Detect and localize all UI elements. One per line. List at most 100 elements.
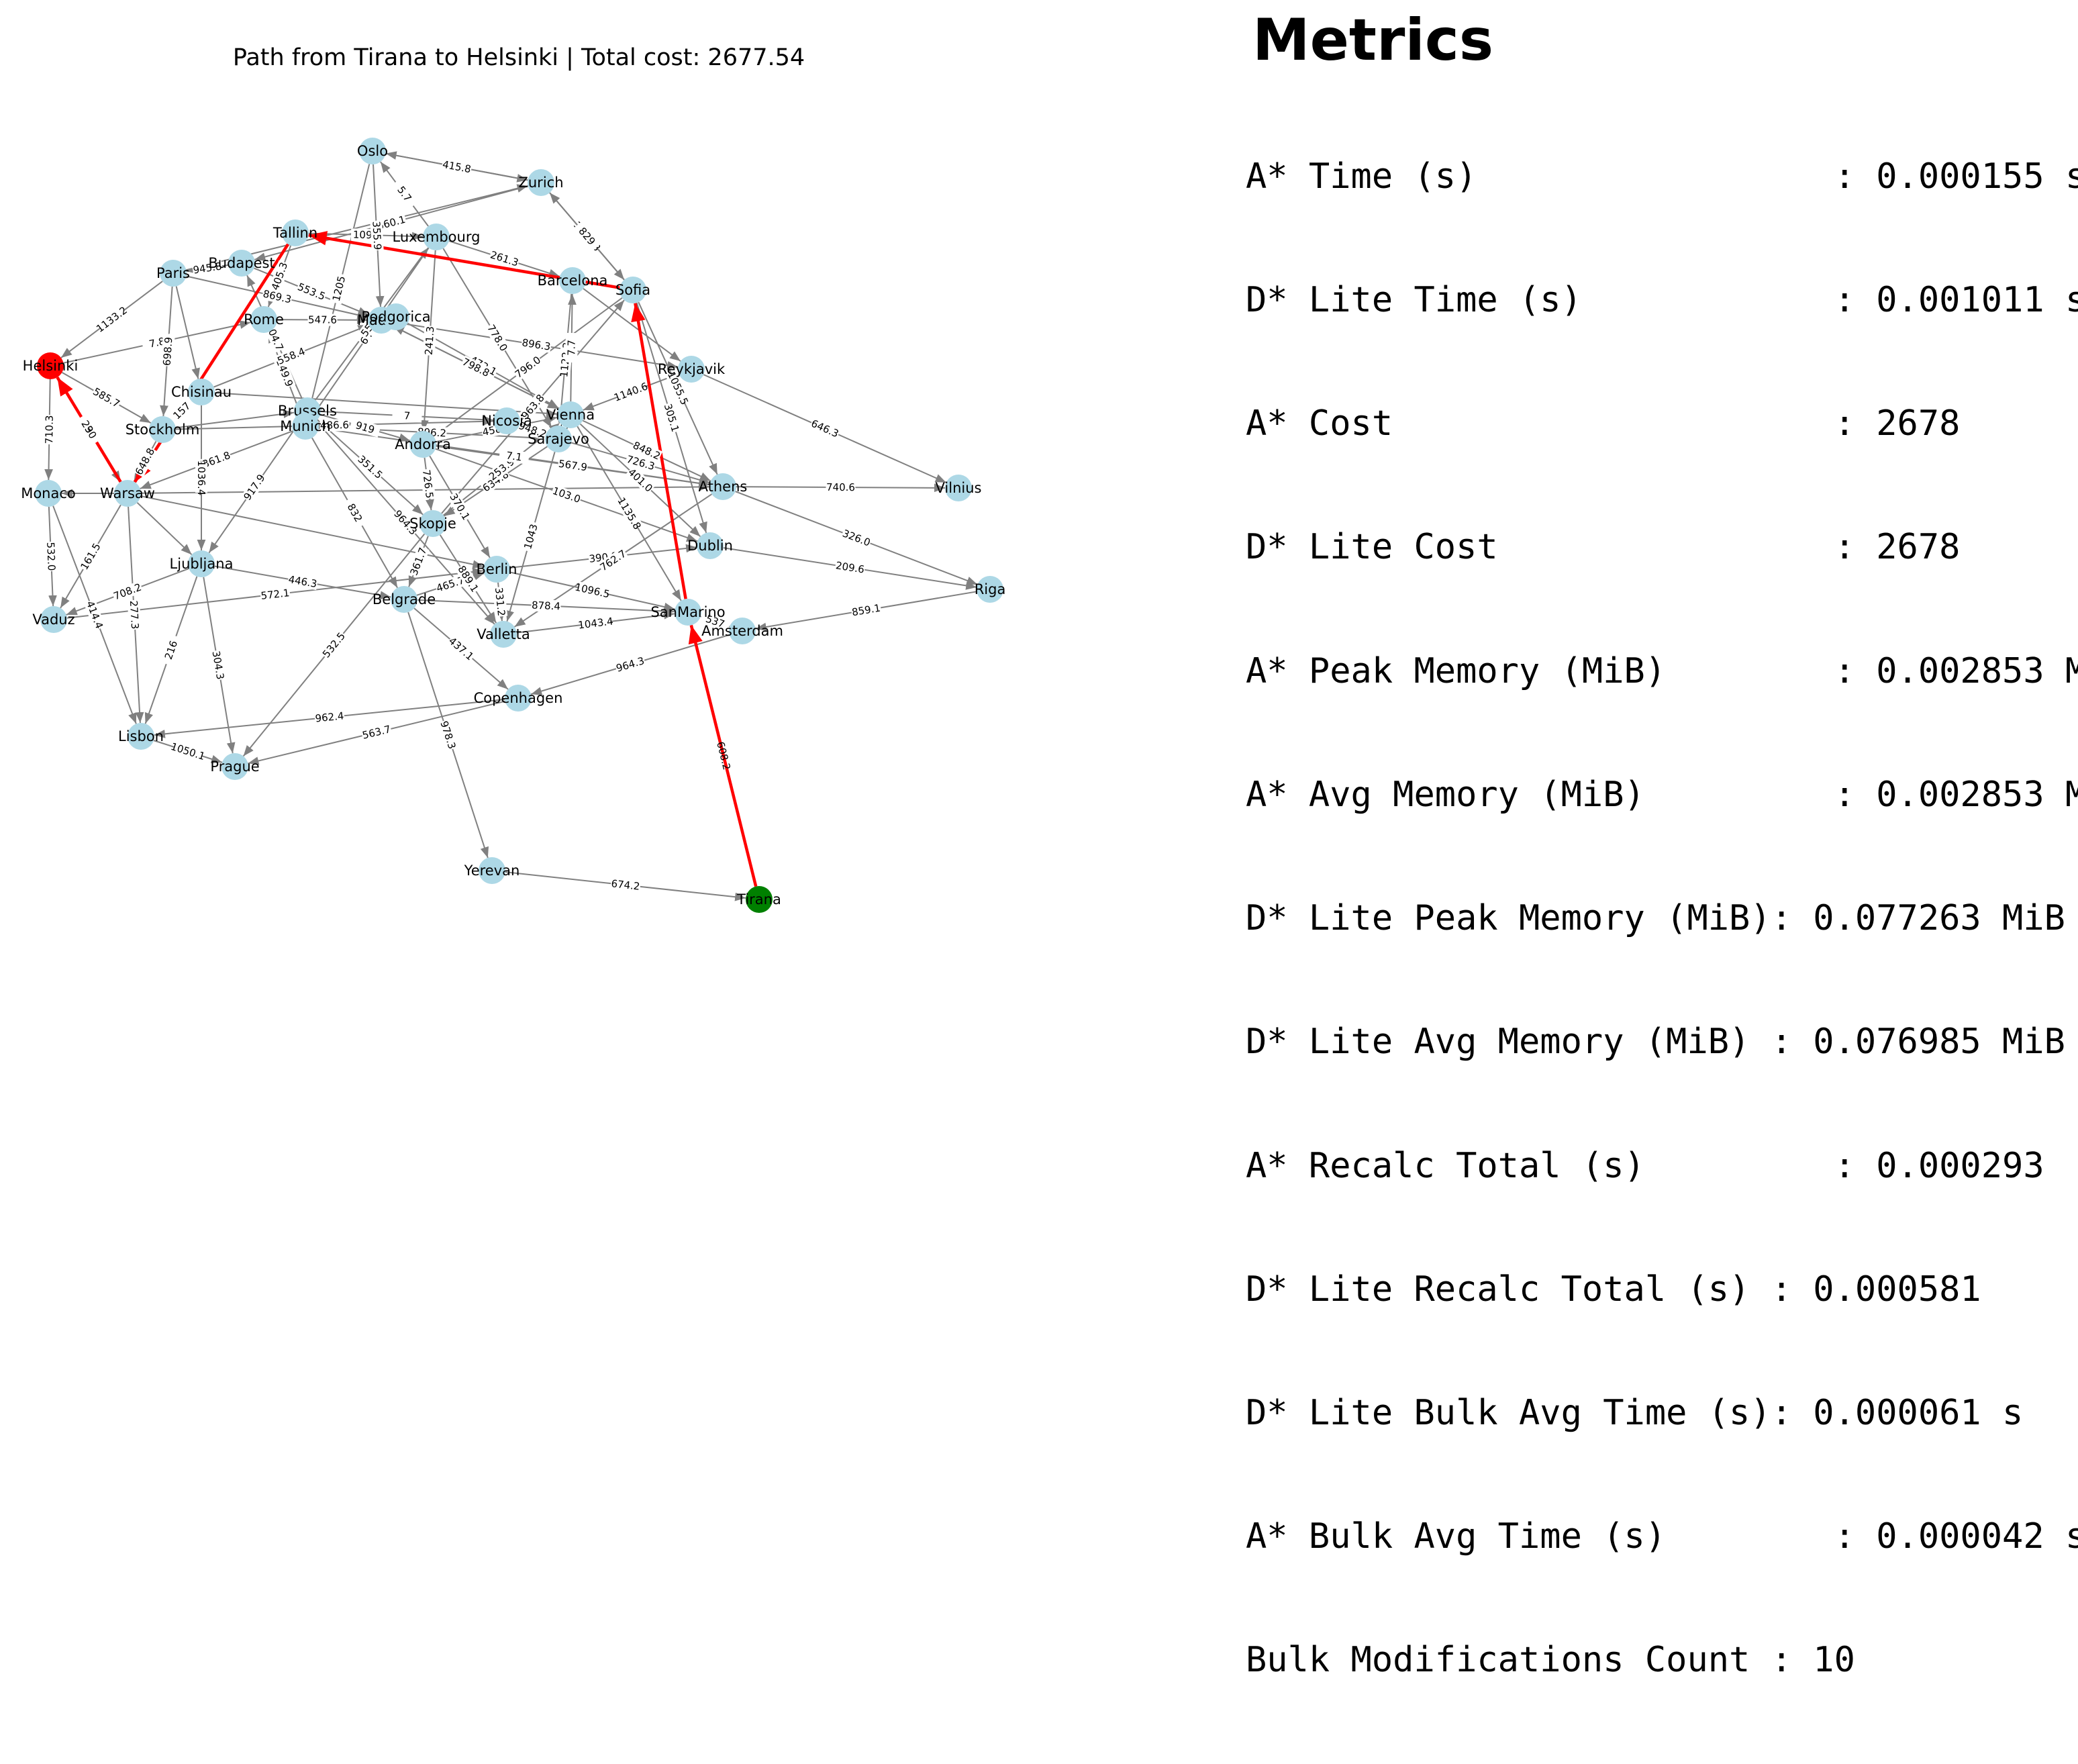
edge-weight-label: 1140.6 bbox=[612, 380, 649, 403]
edge-weight-label: 710.3 bbox=[43, 415, 56, 444]
edge-weight-label: 1050.1 bbox=[169, 740, 206, 763]
node-label-vilnius: Vilnius bbox=[936, 480, 982, 496]
edge-weight-label: 532.0 bbox=[44, 542, 58, 571]
node-label-lisbon: Lisbon bbox=[118, 728, 164, 744]
node-label-berlin: Berlin bbox=[477, 561, 517, 577]
node-label-athens: Athens bbox=[699, 479, 748, 495]
edge-weight-label: 209.6 bbox=[835, 559, 865, 575]
path-graph: Path from Tirana to Helsinki | Total cos… bbox=[0, 0, 1208, 928]
edge-weight-label: 304.3 bbox=[210, 650, 227, 680]
node-label-sanmarino: SanMarino bbox=[650, 604, 725, 620]
edge-weight-label: 859.1 bbox=[851, 602, 881, 619]
node-label-riga: Riga bbox=[975, 581, 1006, 597]
node-label-podgorica: Podgorica bbox=[361, 309, 430, 325]
edge-weight-label: 964.3 bbox=[615, 654, 646, 675]
node-label-tallinn: Tallinn bbox=[273, 225, 317, 241]
edge-weight-label: 446.3 bbox=[287, 573, 317, 590]
node-label-reykjavik: Reykjavik bbox=[658, 361, 726, 377]
node-label-yerevan: Yerevan bbox=[464, 863, 520, 879]
edge-weight-label: 1205 bbox=[330, 275, 348, 302]
node-label-sofia: Sofia bbox=[615, 282, 650, 298]
edge-weight-label: 305.1 bbox=[662, 402, 682, 433]
edge-weight-label: 796.0 bbox=[513, 354, 543, 381]
edge-weight-label: 7.7 bbox=[565, 340, 577, 356]
edge-paris-chisinau bbox=[177, 286, 199, 379]
edge-weight-label: 553.5 bbox=[296, 281, 328, 303]
edge-weight-label: 277.3 bbox=[128, 600, 141, 630]
metric-row-astar-recalc-total: A* Recalc Total (s) : 0.000293 bbox=[1246, 1146, 2078, 1187]
metric-row-astar-time: A* Time (s) : 0.000155 s bbox=[1246, 156, 2078, 197]
edge-weight-label: 414.4 bbox=[84, 599, 105, 631]
metric-row-dlite-time: D* Lite Time (s) : 0.001011 s bbox=[1246, 280, 2078, 321]
node-label-vienna: Vienna bbox=[546, 407, 595, 423]
edge-weight-label: 567.9 bbox=[558, 458, 588, 474]
edge-weight-label: 547.6 bbox=[308, 313, 337, 326]
metric-row-bulk-modifications-count: Bulk Modifications Count : 10 bbox=[1246, 1640, 2078, 1681]
metric-row-dlite-avg-memory: D* Lite Avg Memory (MiB) : 0.076985 MiB bbox=[1246, 1022, 2078, 1063]
edge-weight-label: 726.5 bbox=[420, 469, 436, 499]
edge-weight-label: 7.1 bbox=[505, 449, 523, 463]
node-label-dublin: Dublin bbox=[687, 538, 733, 554]
edge-weight-label: 1043.4 bbox=[577, 615, 613, 631]
edge-weight-label: 917.9 bbox=[241, 472, 267, 503]
edge-weight-label: 698.9 bbox=[161, 336, 175, 366]
node-label-copenhagen: Copenhagen bbox=[474, 690, 563, 706]
node-label-helsinki: Helsinki bbox=[23, 358, 79, 374]
node-label-valletta: Valletta bbox=[477, 626, 530, 642]
edge-weight-label: 415.8 bbox=[442, 158, 473, 176]
node-label-paris: Paris bbox=[156, 265, 190, 281]
edge-weight-label: 708.2 bbox=[112, 581, 144, 602]
edge-weight-label: 572.1 bbox=[260, 587, 291, 602]
edge-weight-label: 740.6 bbox=[826, 481, 855, 493]
node-label-prague: Prague bbox=[210, 758, 259, 775]
edge-weight-label: 869.3 bbox=[262, 287, 293, 305]
metrics-list: A* Time (s) : 0.000155 s D* Lite Time (s… bbox=[1246, 74, 2078, 1764]
metric-row-dlite-cost: D* Lite Cost : 2678 bbox=[1246, 527, 2078, 568]
path-weight-label: 608.2 bbox=[714, 740, 733, 771]
metrics-panel: Metrics A* Time (s) : 0.000155 s D* Lite… bbox=[1246, 7, 2078, 1764]
node-label-chisinau: Chisinau bbox=[171, 384, 232, 400]
edge-weight-label: 532.5 bbox=[320, 630, 348, 660]
edge-weight-label: 648.8 bbox=[133, 446, 157, 477]
edge-weight-label: 241.3 bbox=[423, 326, 437, 355]
graph-title: Path from Tirana to Helsinki | Total cos… bbox=[233, 44, 805, 71]
metric-row-dlite-bulk-avg-time: D* Lite Bulk Avg Time (s): 0.000061 s bbox=[1246, 1393, 2078, 1434]
edge-weight-label: 962.4 bbox=[315, 709, 345, 724]
node-label-nicosia: Nicosia bbox=[481, 413, 532, 429]
node-label-stockholm: Stockholm bbox=[126, 422, 200, 438]
edge-weight-label: 978.3 bbox=[438, 720, 458, 750]
node-label-belgrade: Belgrade bbox=[373, 591, 436, 607]
edge-weight-label: 585.7 bbox=[91, 385, 121, 410]
node-label-budapest: Budapest bbox=[208, 255, 275, 271]
node-label-andorra: Andorra bbox=[395, 436, 451, 452]
node-label-monaco: Monaco bbox=[21, 485, 76, 501]
edge-weight-label: 351.5 bbox=[356, 453, 385, 481]
node-label-vaduz: Vaduz bbox=[32, 611, 75, 628]
edge-weight-label: 326.0 bbox=[841, 527, 873, 548]
metric-row-dlite-recalc-total: D* Lite Recalc Total (s) : 0.000581 bbox=[1246, 1269, 2078, 1310]
node-label-rome: Rome bbox=[244, 311, 284, 328]
edge-weight-label: 7 bbox=[403, 409, 410, 422]
edge-weight-label: 646.3 bbox=[809, 418, 841, 440]
edge-weight-label: 896.3 bbox=[521, 336, 551, 352]
metrics-title: Metrics bbox=[1252, 7, 2078, 74]
edge-weight-label: 355.9 bbox=[370, 221, 383, 250]
edge-weight-label: 878.4 bbox=[532, 599, 561, 613]
node-label-warsaw: Warsaw bbox=[100, 485, 155, 501]
node-label-sarajevo: Sarajevo bbox=[528, 431, 589, 447]
edge-weight-label: 161.5 bbox=[78, 541, 103, 572]
edge-weight-label: 1043 bbox=[522, 523, 540, 551]
node-label-skopje: Skopje bbox=[409, 516, 456, 532]
metric-row-astar-bulk-avg-time: A* Bulk Avg Time (s) : 0.000042 s bbox=[1246, 1516, 2078, 1557]
edge-weight-label: 1096.5 bbox=[574, 581, 611, 600]
node-label-oslo: Oslo bbox=[357, 143, 388, 159]
metric-row-astar-peak-memory: A* Peak Memory (MiB) : 0.002853 MiB bbox=[1246, 651, 2078, 692]
node-label-zurich: Zurich bbox=[518, 175, 563, 191]
edge-weight-label: 437.1 bbox=[446, 635, 476, 663]
edge-weight-label: 216 bbox=[162, 639, 180, 661]
edge-weight-label: 1036.4 bbox=[195, 460, 207, 496]
edge-weight-label: 1133.2 bbox=[94, 304, 130, 335]
edge-warsaw-ljubljana bbox=[137, 503, 191, 554]
edge-weight-label: 778.0 bbox=[485, 322, 510, 353]
